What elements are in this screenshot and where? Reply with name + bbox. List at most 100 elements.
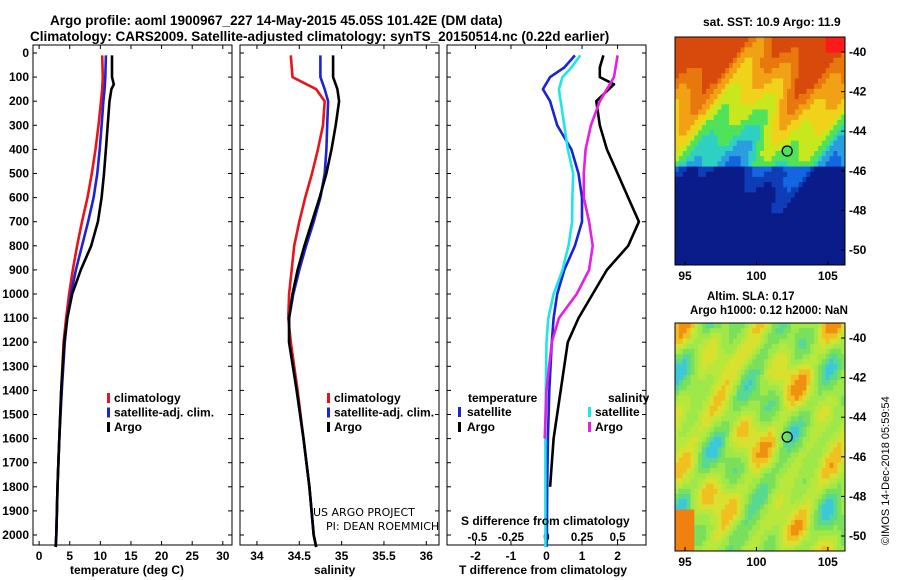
sst-map-cell — [682, 182, 687, 188]
sst-map-cell — [829, 156, 834, 162]
sla-map-cell — [767, 416, 772, 422]
sla-map-cell — [686, 514, 691, 521]
sla-map-cell — [729, 333, 734, 339]
sst-map-cell — [740, 47, 745, 53]
sla-map-cell — [713, 499, 718, 505]
sst-map-cell — [686, 37, 691, 43]
sst-map-cell — [732, 171, 738, 178]
sst-map-cell — [729, 151, 734, 157]
sst-map-cell — [705, 42, 711, 48]
sst-map-cell — [756, 171, 761, 178]
sla-map-cell — [725, 462, 730, 469]
sla-map-cell — [790, 359, 796, 365]
sst-map-cell — [817, 259, 823, 266]
sst-map-cell — [810, 176, 815, 183]
sst-map-cell — [756, 104, 761, 110]
sla-map-cell — [810, 343, 815, 350]
sst-map-cell — [841, 57, 846, 64]
sla-map-cell — [767, 385, 772, 391]
sst-map-cell — [771, 228, 776, 235]
sst-map-cell — [709, 161, 715, 167]
sst-map-cell — [702, 37, 707, 43]
sla-map-cell — [740, 535, 745, 542]
sla-map-cell — [810, 499, 815, 505]
sst-map-cell — [779, 228, 784, 235]
sla-map-cell — [740, 395, 745, 402]
sst-map-cell — [814, 223, 819, 230]
sst-map-cell — [732, 156, 738, 162]
sla-map-cell — [686, 509, 691, 516]
sla-map-cell — [740, 359, 745, 365]
sla-map-cell — [752, 442, 757, 448]
sla-map-cell — [779, 328, 784, 334]
sla-map-cell — [760, 452, 765, 459]
sla-map-cell — [752, 504, 757, 510]
sla-map-cell — [775, 390, 780, 396]
sla-map-cell — [771, 483, 776, 490]
sla-map-cell — [798, 369, 803, 376]
sst-map-cell — [717, 130, 722, 136]
sla-map-cell — [698, 431, 703, 438]
sst-map-cell — [825, 94, 830, 100]
sla-map-cell — [817, 374, 823, 381]
sla-map-cell — [682, 447, 687, 453]
y-tick-label: 1900 — [2, 504, 29, 518]
sla-map-cell — [678, 462, 684, 469]
sla-map-cell — [810, 452, 815, 459]
sst-map-cell — [767, 151, 772, 157]
sla-map-cell — [779, 473, 784, 479]
sla-map-cell — [740, 437, 745, 443]
sst-map-cell — [779, 249, 784, 256]
sla-map-cell — [729, 468, 734, 474]
sla-map-cell — [767, 369, 772, 376]
sla-map-cell — [756, 338, 761, 345]
sla-map-cell — [717, 374, 722, 381]
sst-map-cell — [678, 223, 684, 230]
sst-map-cell — [837, 99, 842, 105]
sla-map-cell — [763, 447, 769, 453]
sla-map-cell — [798, 437, 803, 443]
sla-map-cell — [775, 369, 780, 376]
sla-map-cell — [810, 473, 815, 479]
sla-map-cell — [779, 437, 784, 443]
sla-map-cell — [798, 442, 803, 448]
sla-map-cell — [705, 545, 711, 552]
sst-map-cell — [806, 42, 811, 48]
sla-map-cell — [767, 333, 772, 339]
sla-map-cell — [736, 431, 742, 438]
sst-map-cell — [821, 68, 827, 74]
sla-map-cell — [752, 343, 757, 350]
sst-map-cell — [717, 208, 722, 214]
sst-map-cell — [736, 187, 742, 193]
sla-map-cell — [675, 354, 680, 360]
legend-swatch-t-satellite — [458, 407, 461, 417]
sst-map-cell — [810, 254, 815, 261]
sst-map-cell — [794, 187, 800, 193]
sla-map-cell — [771, 468, 776, 474]
sst-map-cell — [686, 197, 691, 204]
sla-map-cell — [725, 395, 730, 402]
sst-map-cell — [787, 130, 792, 136]
sla-map-cell — [686, 333, 691, 339]
sst-map-cell — [798, 249, 803, 256]
sla-map-cell — [686, 499, 691, 505]
sst-map-cell — [810, 233, 815, 240]
sst-map-cell — [787, 125, 792, 131]
sst-map-cell — [760, 119, 765, 126]
sst-map-cell — [709, 47, 715, 53]
sst-map-cell — [702, 130, 707, 136]
sst-map-cell — [814, 73, 819, 79]
x2-tick-label: -0.5 — [468, 532, 488, 544]
sla-map-cell — [825, 400, 830, 407]
sst-map-cell — [732, 119, 738, 126]
sla-map-cell — [841, 333, 846, 339]
sst-map-cell — [821, 187, 827, 193]
sla-map-cell — [817, 390, 823, 396]
sla-map-cell — [694, 390, 699, 396]
sst-map-cell — [806, 52, 811, 59]
sst-map-cell — [732, 202, 738, 209]
sla-map-cell — [725, 380, 730, 386]
sla-map-cell — [721, 333, 726, 339]
sst-map-cell — [729, 254, 734, 261]
sst-map-cell — [783, 187, 788, 193]
